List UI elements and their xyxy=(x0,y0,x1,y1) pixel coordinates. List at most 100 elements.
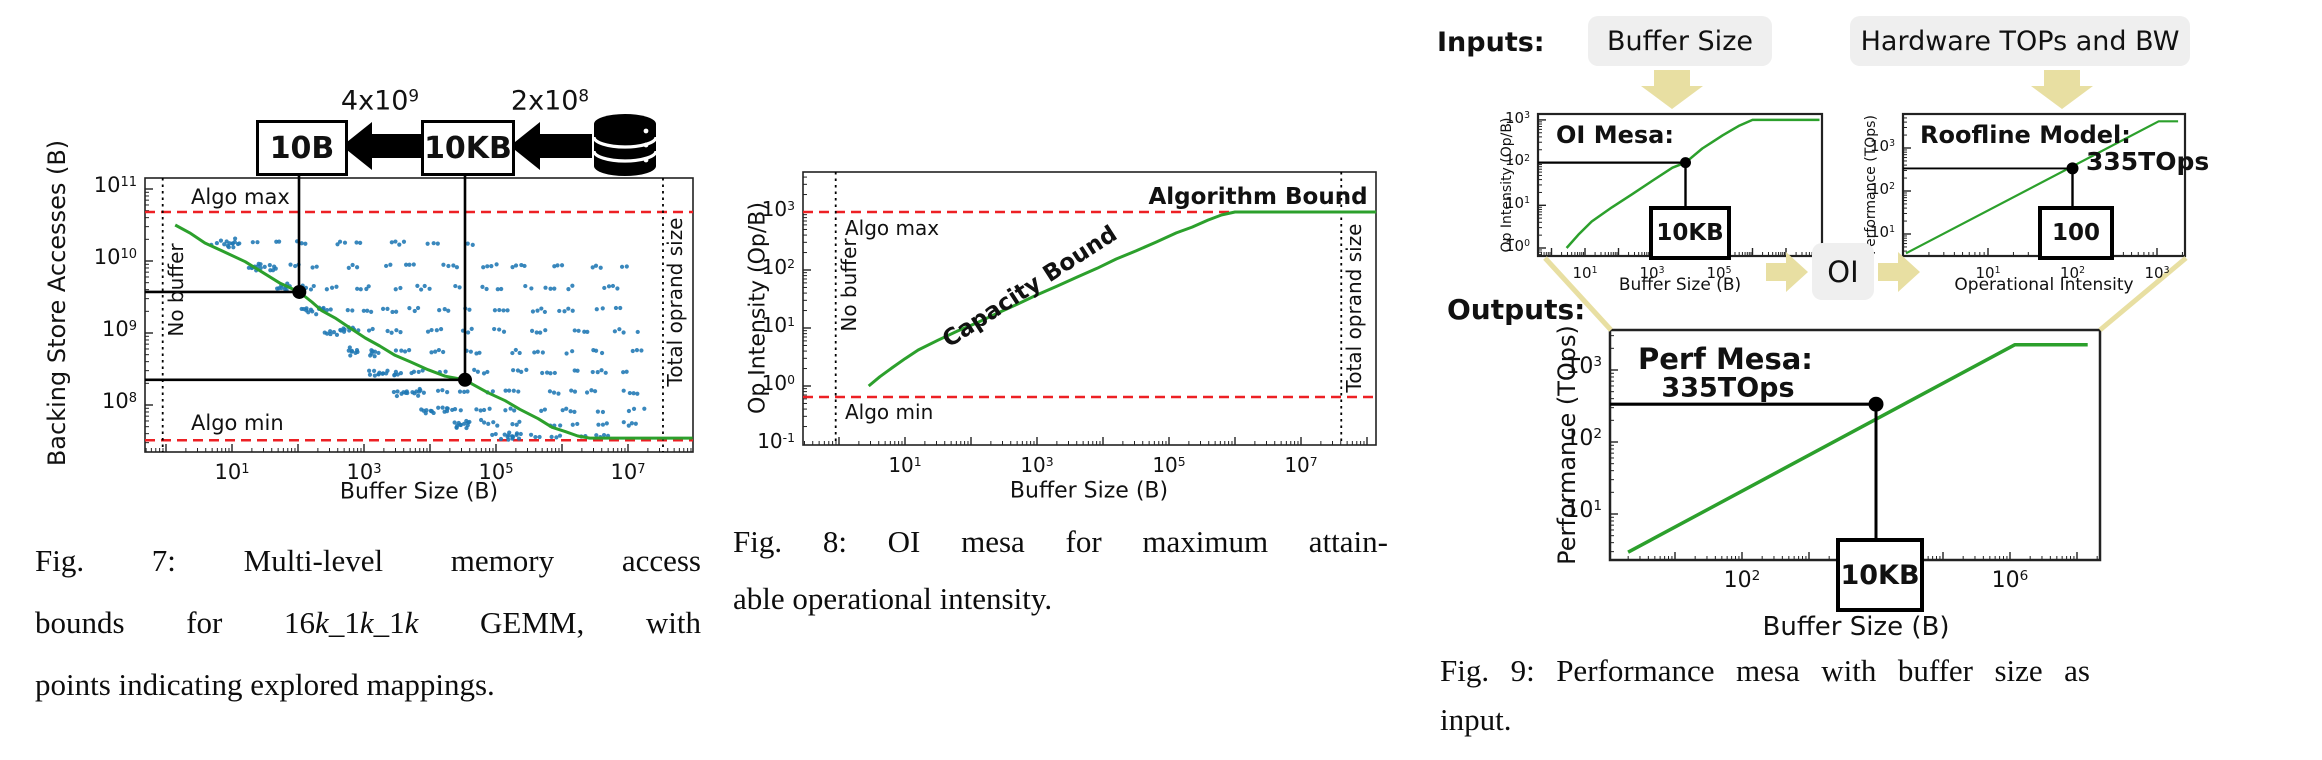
scatter-point xyxy=(492,326,497,332)
scatter-point xyxy=(478,408,483,413)
scatter-point xyxy=(612,329,617,334)
scatter-point xyxy=(514,431,520,436)
scatter-point xyxy=(425,329,431,334)
scatter-point xyxy=(522,263,527,269)
scatter-point xyxy=(485,264,490,269)
scatter-point xyxy=(523,283,528,289)
flow-down-arrow xyxy=(1641,70,1703,109)
scatter-point xyxy=(516,436,522,441)
fig7-algo-max-label: Algo max xyxy=(191,185,290,209)
scatter-point xyxy=(358,240,363,245)
scatter-point xyxy=(582,329,587,334)
scatter-point xyxy=(570,349,575,354)
scatter-point xyxy=(539,408,544,414)
scatter-point xyxy=(407,306,412,311)
roofline-100-marker-box: 100 xyxy=(2038,206,2114,260)
scatter-point xyxy=(506,437,511,442)
y-tick-label: 100 xyxy=(761,371,795,395)
scatter-point xyxy=(385,328,390,334)
fig9-buffer-size-input-box: Buffer Size xyxy=(1588,16,1772,66)
scatter-point xyxy=(368,353,373,358)
scatter-point xyxy=(214,240,219,246)
scatter-point xyxy=(598,265,603,270)
scatter-point xyxy=(599,350,605,356)
scatter-point xyxy=(570,308,575,313)
y-tick-label: 1011 xyxy=(93,173,137,198)
scatter-point xyxy=(233,236,238,241)
scatter-point xyxy=(436,347,441,353)
scatter-point xyxy=(324,331,330,336)
scatter-point xyxy=(346,265,351,270)
scatter-point xyxy=(569,388,574,393)
scatter-point xyxy=(543,285,548,290)
scatter-point xyxy=(372,354,377,359)
scatter-point xyxy=(568,409,573,414)
scatter-point xyxy=(593,263,599,268)
scatter-point xyxy=(498,436,504,442)
scatter-point xyxy=(600,409,606,415)
scatter-point xyxy=(411,262,416,267)
scatter-point xyxy=(490,389,495,394)
scatter-point xyxy=(338,327,343,333)
scatter-point xyxy=(555,263,560,268)
scatter-point xyxy=(366,284,371,289)
scatter-point xyxy=(381,371,386,376)
scatter-point xyxy=(478,417,484,423)
fig8-algo-min-label: Algo min xyxy=(845,400,934,424)
scatter-point xyxy=(585,329,590,334)
scatter-point xyxy=(342,240,348,245)
scatter-point xyxy=(421,390,426,395)
scatter-point xyxy=(514,422,519,427)
scatter-point xyxy=(470,242,475,247)
scatter-point xyxy=(557,433,563,438)
scatter-point xyxy=(440,388,445,393)
fig7-total-oprand-label: Total oprand size xyxy=(663,217,687,387)
scatter-point xyxy=(554,435,559,440)
x-tick-label: 101 xyxy=(1572,264,1598,282)
scatter-point xyxy=(524,367,529,373)
scatter-point xyxy=(507,388,512,393)
scatter-point xyxy=(529,328,535,333)
scatter-point xyxy=(540,370,545,376)
scatter-point xyxy=(484,286,489,292)
x-tick-label: 107 xyxy=(610,460,646,484)
scatter-point xyxy=(501,329,507,334)
scatter-point xyxy=(436,405,441,410)
scatter-point xyxy=(393,348,399,353)
fig7-x-axis-label: Buffer Size (B) xyxy=(339,479,499,505)
scatter-point xyxy=(540,350,545,355)
y-tick-label: 101 xyxy=(1869,222,1895,241)
scatter-point xyxy=(425,241,430,246)
scatter-point xyxy=(457,389,463,394)
fig7-algo-min-label: Algo min xyxy=(191,411,284,435)
fig8-no-buffer-label: No buffer xyxy=(837,238,861,332)
scatter-point xyxy=(584,390,590,395)
scatter-point xyxy=(631,406,637,411)
scatter-point xyxy=(548,286,553,291)
y-tick-label: 102 xyxy=(1504,151,1530,170)
scatter-point xyxy=(552,286,557,291)
scatter-point xyxy=(633,421,638,426)
scatter-point xyxy=(490,432,495,438)
scatter-point xyxy=(324,287,329,292)
fig8-total-oprand-label: Total oprand size xyxy=(1342,223,1366,393)
x-tick-label: 106 xyxy=(1991,568,2029,593)
oi-flow-box: OI xyxy=(1812,243,1874,300)
scatter-point xyxy=(420,368,425,373)
scatter-point xyxy=(331,330,337,335)
x-tick-label: 105 xyxy=(478,460,514,484)
scatter-point xyxy=(486,421,491,426)
roofline-x-axis-label: Operational Intensity xyxy=(1954,275,2134,295)
scatter-point xyxy=(600,306,605,311)
scatter-point xyxy=(511,388,516,393)
scatter-point xyxy=(335,242,340,247)
scatter-point xyxy=(401,239,407,244)
scatter-point xyxy=(615,286,620,291)
scatter-point xyxy=(617,327,622,332)
scatter-point xyxy=(468,349,473,354)
scatter-point xyxy=(270,268,276,273)
scatter-point xyxy=(429,327,434,333)
scatter-point xyxy=(225,243,230,249)
oi-mesa-title: OI Mesa: xyxy=(1556,121,1674,149)
y-tick-label: 100 xyxy=(1504,236,1530,255)
